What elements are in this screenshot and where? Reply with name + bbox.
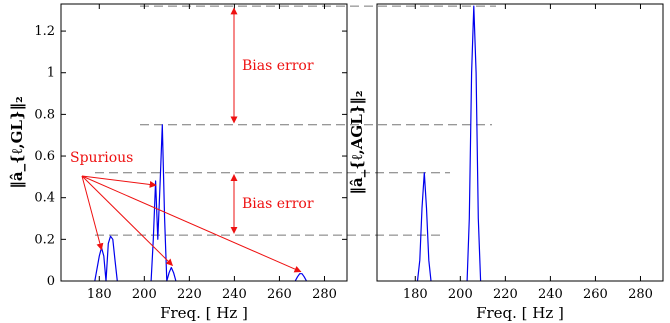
left-xtick-label: 200: [132, 287, 157, 302]
right-ticks: 180 200 220 240 260 280: [403, 4, 653, 302]
left-series-line: [150, 124, 177, 282]
left-ytick-label: 0.2: [34, 232, 55, 247]
left-xtick-label: 180: [87, 287, 112, 302]
left-series-line: [294, 273, 308, 282]
right-xtick-label: 240: [538, 287, 563, 302]
spurious-arrow: [81, 175, 173, 266]
left-axes-frame: [60, 3, 348, 282]
right-xtick-label: 200: [448, 287, 473, 302]
left-ytick-label: 0.4: [34, 191, 55, 206]
bias-error-label-lower: Bias error: [242, 196, 314, 212]
left-ytick-label: 1: [47, 66, 55, 81]
left-xtick-label: 260: [267, 287, 292, 302]
left-ytick-label: 0: [47, 274, 55, 289]
right-xtick-label: 280: [628, 287, 653, 302]
left-xtick-label: 280: [312, 287, 337, 302]
spurious-arrow: [81, 175, 104, 251]
left-panel: 180 200 220 240 260 280 0 0.2 0.4 0.6 0.8 1 1.2 Bias…: [8, 3, 496, 322]
right-x-axis-label: Freq. [ Hz ]: [476, 304, 564, 322]
spurious-arrow: [81, 175, 302, 273]
left-series-group: [94, 124, 308, 282]
right-xtick-label: 220: [493, 287, 518, 302]
spurious-label: Spurious: [70, 150, 133, 166]
left-annotations: Bias error Bias error Spurious: [70, 7, 314, 273]
right-series-group: [416, 5, 482, 282]
right-y-axis-label: ‖â_{ℓ,AGL}‖₂: [348, 91, 366, 195]
left-ytick-label: 1.2: [34, 24, 55, 39]
right-axes-frame: [376, 3, 664, 282]
left-x-axis-label: Freq. [ Hz ]: [160, 304, 248, 322]
right-series-line: [416, 172, 432, 282]
spurious-arrow: [81, 175, 157, 188]
left-ytick-label: 0.6: [34, 149, 55, 164]
left-xtick-label: 240: [222, 287, 247, 302]
bias-error-label-upper: Bias error: [242, 58, 314, 74]
right-xtick-label: 180: [403, 287, 428, 302]
left-ticks: 180 200 220 240 260 280 0 0.2 0.4 0.6 0.8 1 1.2: [34, 4, 347, 302]
left-xtick-label: 220: [177, 287, 202, 302]
right-panel: 180 200 220 240 260 280 Freq. [ Hz ] ‖â_{ℓ,AG…: [348, 3, 664, 322]
right-xtick-label: 260: [583, 287, 608, 302]
left-ytick-label: 0.8: [34, 107, 55, 122]
left-series-line: [94, 235, 118, 282]
left-y-axis-label: ‖â_{ℓ,GL}‖₂: [8, 96, 26, 188]
right-series-line: [466, 5, 482, 282]
